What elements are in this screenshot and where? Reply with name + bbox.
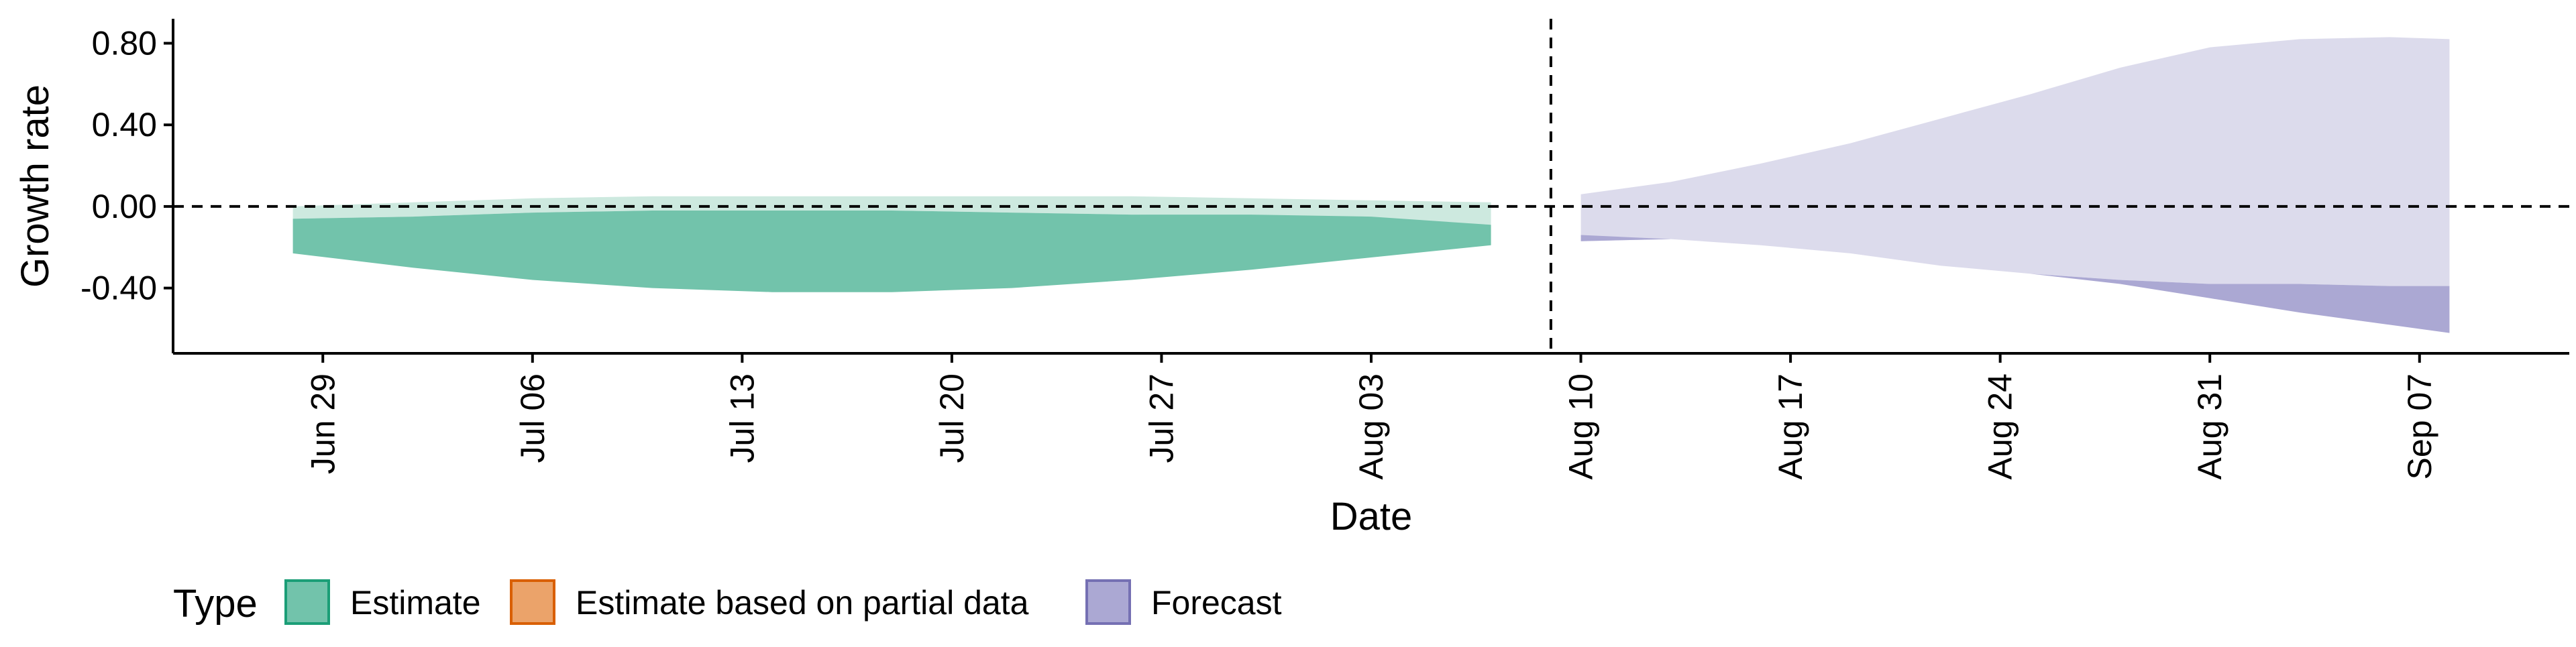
estimate-inner-interval-band <box>292 211 1491 292</box>
reference-lines-layer <box>173 19 2569 353</box>
legend-key-partial-estimate <box>510 579 555 625</box>
y-axis-title: Growth rate <box>13 84 57 288</box>
x-ticks-layer: Jun 29 Jul 06 Jul 13 Jul 20 Jul 27 Aug 03 Aug … <box>304 353 2438 479</box>
x-tick-label: Jul 20 <box>933 373 971 463</box>
x-tick-label: Jul 13 <box>723 373 761 463</box>
y-tick-label: 0.40 <box>92 106 157 143</box>
legend-key-estimate <box>284 579 330 625</box>
x-tick-label: Aug 24 <box>1982 373 2019 479</box>
y-tick-label: 0.80 <box>92 25 157 62</box>
legend-label-estimate: Estimate <box>350 584 481 622</box>
bands-layer <box>292 37 2450 333</box>
estimate-outer-interval-band <box>292 196 1491 225</box>
x-tick-label: Aug 17 <box>1772 373 1809 479</box>
forecast-outer-interval-band <box>1580 37 2450 286</box>
y-tick-label: -0.40 <box>80 270 157 307</box>
x-tick-label: Aug 10 <box>1562 373 1600 479</box>
legend-label-partial-estimate: Estimate based on partial data <box>576 584 1029 622</box>
x-axis-title: Date <box>1330 495 1413 538</box>
y-ticks-layer: -0.40 0.00 0.40 0.80 <box>80 25 173 307</box>
forecast-inner-interval-band <box>1580 235 2450 333</box>
x-tick-label: Aug 03 <box>1352 373 1390 479</box>
legend: Type Estimate Estimate based on partial … <box>173 579 1282 626</box>
x-tick-label: Jul 06 <box>514 373 551 463</box>
legend-key-forecast <box>1085 579 1131 625</box>
legend-label-forecast: Forecast <box>1151 584 1282 622</box>
x-tick-label: Sep 07 <box>2401 373 2438 479</box>
legend-title: Type <box>173 582 258 626</box>
y-tick-label: 0.00 <box>92 188 157 225</box>
x-tick-label: Jul 27 <box>1142 373 1180 463</box>
x-tick-label: Aug 31 <box>2191 373 2229 479</box>
x-tick-label: Jun 29 <box>304 373 341 474</box>
